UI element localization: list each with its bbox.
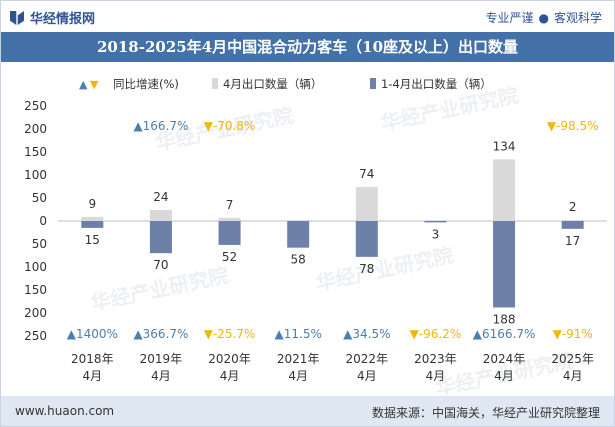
ytd-value-label: 17 [565, 234, 580, 248]
x-category-month: 4月 [288, 369, 308, 383]
ytd-value-label: 188 [493, 312, 516, 326]
tagline-second: 客观科学 [553, 11, 602, 25]
april-bar [561, 220, 584, 221]
ytd-value-label: 52 [222, 250, 237, 264]
legend-up-marker: ▲ [79, 78, 88, 91]
ytd-growth-label: ▼-25.7% [204, 327, 256, 341]
y-tick-label: 150 [24, 283, 47, 297]
x-category-month: 4月 [357, 369, 377, 383]
april-value-label: 9 [88, 197, 96, 211]
april-bar [493, 159, 516, 221]
x-category-month: 4月 [494, 369, 514, 383]
april-growth-label: ▲166.7% [133, 119, 188, 133]
legend-ytd-swatch [370, 78, 376, 89]
april-value-label: 2 [569, 200, 577, 214]
x-category-year: 2021年 [277, 352, 320, 366]
top-bar: 华经情报网 专业严谨 ● 客观科学 [1, 1, 614, 31]
y-tick-label: 100 [24, 260, 47, 274]
april-bar [218, 217, 241, 221]
x-category-month: 4月 [82, 369, 102, 383]
april-value-label: 74 [359, 167, 374, 181]
ytd-value-label: 70 [153, 258, 168, 272]
tagline-separator: ● [538, 11, 549, 25]
x-category-month: 4月 [220, 369, 240, 383]
april-value-label: 7 [226, 198, 234, 212]
data-source: 数据来源：中国海关，华经产业研究院整理 [371, 406, 600, 420]
watermark-3: 华经产业研究院 [314, 243, 456, 296]
brand-name: 华经情报网 [30, 12, 96, 27]
april-value-label: 134 [493, 139, 516, 153]
ytd-growth-label: ▼-96.2% [410, 327, 462, 341]
legend-growth-label: 同比增速(%) [113, 77, 179, 91]
ytd-growth-label: ▲366.7% [133, 327, 188, 341]
ytd-growth-label: ▼-91% [553, 327, 593, 341]
ytd-value-label: 58 [291, 253, 306, 267]
legend-april-label: 4月出口数量（辆） [223, 77, 322, 91]
april-bar [149, 209, 172, 221]
ytd-growth-label: ▲11.5% [275, 327, 322, 341]
legend-april-swatch [212, 78, 218, 89]
y-tick-label: 200 [24, 122, 47, 136]
y-tick-label: 50 [32, 237, 47, 251]
ytd-bar [218, 221, 241, 245]
ytd-value-label: 15 [85, 233, 100, 247]
april-growth-label: ▼-70.8% [204, 119, 256, 133]
legend-ytd-label: 1-4月出口数量（辆） [381, 77, 492, 91]
ytd-value-label: 78 [359, 262, 374, 276]
brand-logo[interactable]: 华经情报网 [10, 8, 95, 27]
y-tick-label: 0 [39, 214, 47, 228]
tagline-first: 专业严谨 [485, 11, 534, 25]
x-category-month: 4月 [563, 369, 583, 383]
x-category-year: 2023年 [414, 352, 457, 366]
ytd-bar [81, 221, 104, 228]
april-bar [355, 186, 378, 221]
ytd-growth-label: ▲34.5% [343, 327, 390, 341]
y-tick-label: 250 [24, 99, 47, 113]
y-tick-label: 150 [24, 145, 47, 159]
april-growth-label: ▼-98.5% [547, 119, 599, 133]
footer-bar: www.huaon.com 数据来源：中国海关，华经产业研究院整理 [1, 396, 614, 426]
x-category-year: 2025年 [551, 352, 594, 366]
ytd-value-label: 3 [432, 227, 440, 241]
ytd-bar [149, 221, 172, 254]
y-tick-label: 100 [24, 168, 47, 182]
ytd-bar [287, 221, 310, 248]
ytd-growth-label: ▲1400% [67, 327, 118, 341]
chart-title: 2018-2025年4月中国混合动力客车（10座及以上）出口数量 [1, 32, 614, 62]
april-value-label: 24 [153, 190, 168, 204]
x-category-year: 2020年 [208, 352, 251, 366]
legend-down-marker: ▼ [90, 78, 99, 91]
ytd-bar [493, 221, 516, 308]
footer-url[interactable]: www.huaon.com [15, 404, 115, 418]
ytd-growth-label: ▲6166.7% [473, 327, 536, 341]
x-category-year: 2024年 [483, 352, 526, 366]
y-tick-label: 250 [24, 329, 47, 343]
ytd-bar [355, 221, 378, 257]
y-tick-label: 50 [32, 191, 47, 205]
y-tick-label: 200 [24, 306, 47, 320]
tagline: 专业严谨 ● 客观科学 [485, 9, 602, 26]
x-category-year: 2019年 [140, 352, 183, 366]
x-category-month: 4月 [151, 369, 171, 383]
april-bar [81, 216, 104, 221]
x-category-year: 2022年 [346, 352, 389, 366]
ytd-bar [561, 221, 584, 229]
ytd-bar [424, 221, 447, 223]
x-category-month: 4月 [426, 369, 446, 383]
x-category-year: 2018年 [71, 352, 114, 366]
